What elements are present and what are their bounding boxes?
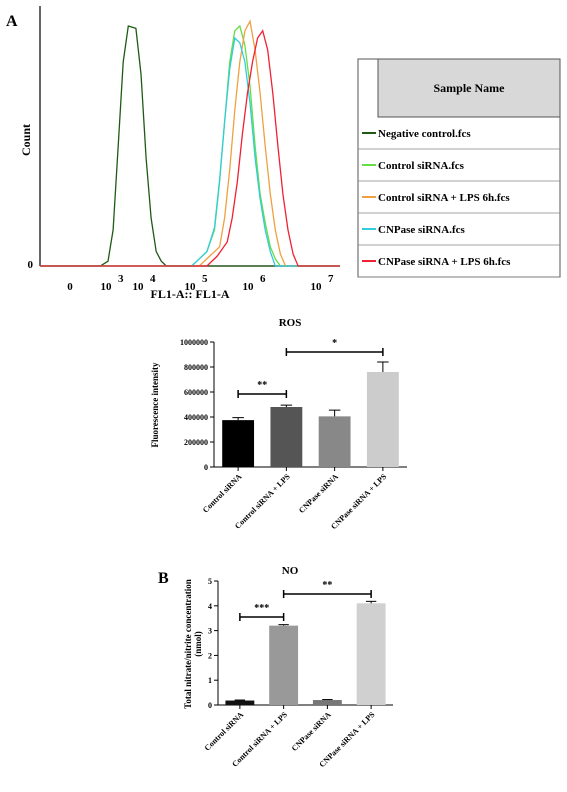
no-x-tick-label: Control siRNA: [203, 710, 246, 753]
legend-entry-label: CNPase siRNA.fcs: [378, 224, 465, 236]
no-significance-label: ***: [254, 603, 269, 614]
ros-y-tick-label: 400000: [184, 413, 208, 422]
no-y-axis-label-line1: Total nitrate/nitrite concentration: [183, 579, 193, 709]
histogram-x-axis-label: FL1-A:: FL1-A: [151, 287, 230, 301]
histogram-series-line: [40, 19, 340, 267]
legend-entry-label: CNPase siRNA + LPS 6h.fcs: [378, 256, 511, 268]
no-y-axis-label-line2: (nmol): [193, 631, 203, 657]
no-x-tick-label: CNPase siRNA: [290, 710, 333, 753]
histogram-x-tick-label: 10: [311, 281, 323, 293]
no-y-tick-label: 4: [208, 602, 212, 611]
ros-bar: [366, 372, 399, 467]
histogram-series-line: [40, 24, 340, 267]
no-y-tick-label: 0: [208, 701, 212, 710]
legend-entry-label: Negative control.fcs: [378, 128, 471, 140]
no-bar: [269, 625, 299, 705]
no-significance-label: **: [322, 580, 332, 591]
legend-entry-label: Control siRNA.fcs: [378, 160, 465, 172]
histogram-series-line: [40, 29, 340, 267]
ros-y-tick-label: 0: [204, 463, 208, 472]
histogram-x-tick-exponent: 4: [150, 273, 156, 285]
legend-header: Sample Name: [434, 81, 506, 95]
ros-bar: [270, 407, 303, 467]
ros-bar: [222, 420, 255, 467]
no-y-tick-label: 2: [208, 651, 212, 660]
no-bar: [312, 700, 342, 705]
ros-x-tick-label: Control siRNA: [201, 472, 244, 515]
panel-label-b: B: [158, 570, 169, 587]
no-bar-chart: B NO Total nitrate/nitrite concentration…: [158, 565, 393, 769]
ros-bar-chart: ROS Fluorescence intensity 0 200000 400000…: [150, 317, 407, 531]
histogram-x-tick-label: 0: [67, 281, 73, 293]
histogram-x-tick-exponent: 5: [202, 273, 208, 285]
histogram-x-tick-exponent: 7: [328, 273, 334, 285]
ros-y-tick-label: 600000: [184, 388, 208, 397]
no-y-tick-label: 1: [208, 676, 212, 685]
histogram-x-tick-label: 10: [101, 281, 113, 293]
ros-y-tick-label: 1000000: [180, 338, 208, 347]
no-y-tick-label: 3: [208, 627, 212, 636]
ros-bar: [318, 416, 351, 467]
legend-entry-label: Control siRNA + LPS 6h.fcs: [378, 192, 510, 204]
histogram-y-axis-label: Count: [19, 124, 33, 156]
histogram-x-tick-label: 10: [133, 281, 145, 293]
ros-chart-title: ROS: [279, 317, 302, 329]
histogram-series-line: [40, 36, 340, 267]
ros-significance-label: *: [332, 338, 337, 349]
ros-x-tick-label: Control siRNA + LPS: [233, 472, 292, 531]
histogram-y-tick-label: 0: [28, 259, 34, 271]
histogram-x-tick-exponent: 3: [118, 273, 124, 285]
histogram-x-tick-label: 10: [243, 281, 255, 293]
legend-table: Sample Name Negative control.fcs Control …: [357, 58, 561, 278]
no-bar: [356, 603, 386, 705]
ros-significance-label: **: [257, 380, 267, 391]
histogram-x-tick-label: 10: [185, 281, 197, 293]
legend-header-cell: [377, 58, 561, 118]
ros-y-tick-label: 200000: [184, 438, 208, 447]
panel-label-a: A: [6, 13, 18, 30]
no-chart-title: NO: [282, 565, 299, 577]
histogram-x-tick-exponent: 6: [260, 273, 266, 285]
ros-x-tick-label: CNPase siRNA + LPS: [329, 472, 388, 531]
no-y-tick-label: 5: [208, 577, 212, 586]
ros-x-tick-label: CNPase siRNA: [297, 472, 340, 515]
ros-y-axis-label: Fluorescence intensity: [150, 362, 160, 448]
no-bar: [225, 700, 255, 705]
histogram-series-line: [40, 25, 340, 267]
ros-y-tick-label: 800000: [184, 363, 208, 372]
